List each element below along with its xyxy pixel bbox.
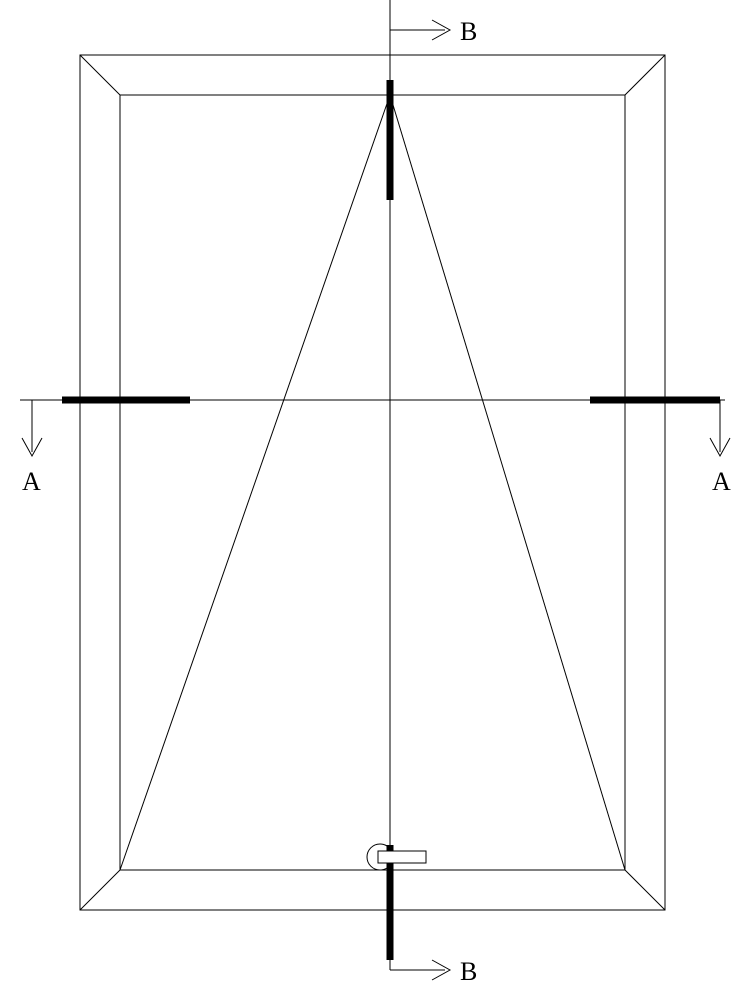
swing-line-left (120, 95, 390, 870)
section-a-label-left: A (22, 467, 41, 496)
swing-line-right (390, 95, 625, 870)
section-b-label-bottom: B (460, 957, 477, 986)
section-b-label-top: B (460, 17, 477, 46)
miter-tr (625, 55, 665, 95)
miter-tl (80, 55, 120, 95)
miter-bl (80, 870, 120, 910)
inner-frame (120, 95, 625, 870)
outer-frame (80, 55, 665, 910)
section-a-label-right: A (712, 467, 731, 496)
miter-br (625, 870, 665, 910)
technical-drawing: A A B B (0, 0, 745, 1000)
handle-lever (378, 851, 426, 863)
